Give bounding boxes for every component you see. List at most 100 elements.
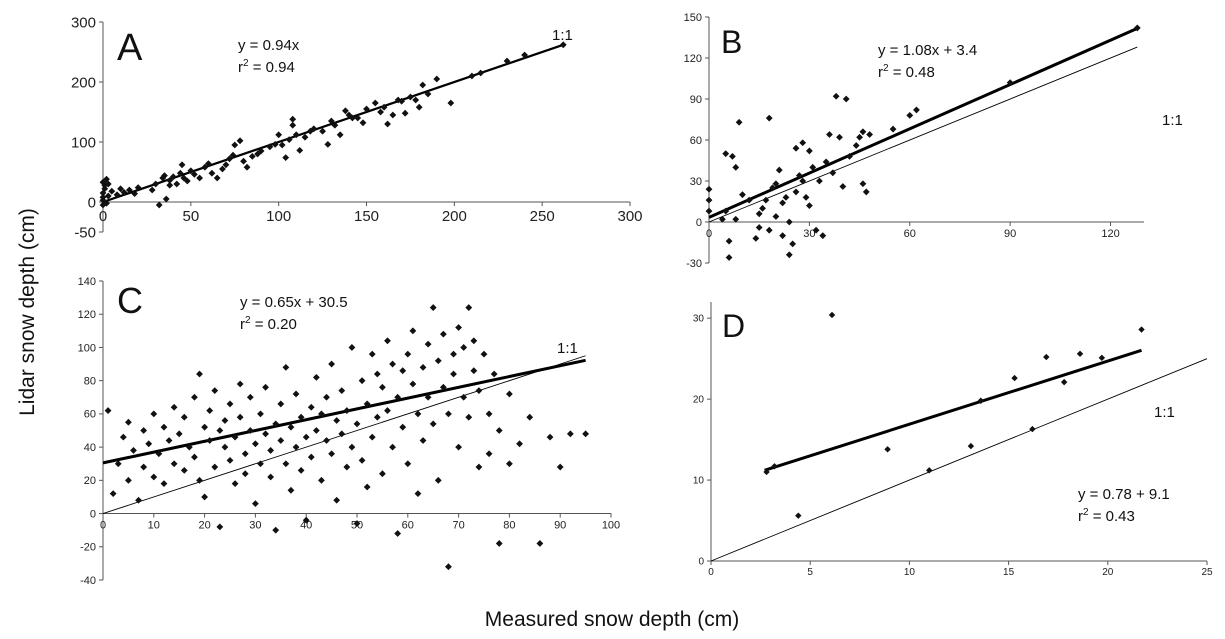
data-point [282, 154, 290, 161]
data-point [412, 96, 420, 104]
data-point [424, 90, 432, 98]
data-point [201, 423, 208, 431]
data-point [536, 540, 544, 547]
data-point [297, 413, 305, 421]
y-tick-label: 0 [88, 194, 96, 211]
data-point [196, 174, 204, 182]
data-point [465, 413, 473, 421]
data-point [785, 218, 793, 226]
x-tick-label: 20 [198, 520, 210, 532]
data-point [349, 114, 356, 122]
data-point [130, 447, 137, 454]
data-point [389, 443, 396, 451]
data-point [434, 476, 442, 484]
data-point [832, 92, 840, 100]
x-tick-label: 10 [148, 520, 160, 532]
data-point [187, 167, 195, 175]
data-point [208, 169, 216, 177]
data-point [380, 103, 388, 111]
data-point [389, 111, 397, 119]
data-point [859, 128, 867, 136]
y-tick-label: -50 [74, 224, 96, 241]
data-point [866, 131, 874, 138]
data-point [816, 177, 823, 185]
data-point [267, 473, 275, 481]
r-squared-value: = 0.94 [249, 59, 295, 76]
data-point [213, 174, 221, 182]
data-point [735, 118, 743, 126]
data-point [117, 185, 124, 193]
data-point [379, 470, 386, 478]
data-point [297, 466, 305, 474]
data-point [236, 137, 244, 145]
data-point [241, 470, 249, 478]
one-to-one-label: 1:1 [557, 340, 578, 357]
data-point [906, 112, 914, 119]
x-tick-label: 200 [442, 208, 467, 225]
data-point [342, 107, 349, 115]
data-point [546, 433, 554, 441]
data-point [433, 75, 441, 83]
data-point [771, 463, 778, 470]
data-point [165, 437, 173, 444]
data-point [718, 215, 726, 223]
data-point [252, 500, 259, 507]
data-point [839, 183, 847, 190]
regression-line [708, 27, 1138, 219]
data-point [185, 443, 193, 451]
data-point [178, 161, 186, 169]
data-point [429, 304, 437, 311]
data-point [506, 460, 513, 468]
data-point [191, 393, 198, 401]
one-to-one-label: 1:1 [1154, 404, 1175, 421]
r-squared: r2 = 0.48 [878, 63, 935, 81]
data-point [419, 437, 427, 444]
x-tick-label: 10 [904, 567, 916, 578]
data-point [275, 131, 283, 139]
data-point [173, 180, 181, 188]
data-point [222, 161, 230, 169]
data-point [394, 393, 402, 401]
data-point [404, 460, 412, 468]
y-tick-label: -30 [686, 258, 702, 270]
y-tick-label: 0 [696, 217, 702, 229]
data-point [460, 393, 468, 401]
data-point [99, 193, 107, 201]
data-point [705, 185, 713, 193]
data-point [566, 430, 574, 438]
data-point [338, 430, 346, 438]
data-point [166, 181, 174, 189]
data-point [302, 516, 310, 524]
data-point [884, 446, 891, 453]
regression-equation: y = 0.65x + 30.5 [240, 294, 348, 311]
data-point [131, 190, 139, 197]
data-point [103, 199, 110, 207]
data-point [282, 363, 290, 371]
x-tick-label: 40 [300, 520, 312, 532]
y-tick-label: 0 [698, 557, 704, 568]
data-point [221, 443, 229, 451]
data-point [805, 147, 813, 155]
data-point [384, 337, 391, 345]
data-point [368, 433, 376, 441]
data-point [292, 390, 300, 398]
x-tick-label: 15 [1003, 567, 1015, 578]
r-squared: r2 = 0.43 [1078, 507, 1135, 525]
data-point [526, 413, 534, 421]
data-point [775, 166, 783, 174]
data-point [348, 443, 356, 451]
data-point [292, 443, 300, 451]
data-point [470, 367, 478, 375]
data-point [762, 196, 770, 204]
data-point [779, 199, 787, 207]
data-point [805, 202, 813, 209]
x-tick-label: 0 [100, 520, 106, 532]
data-point [828, 311, 836, 319]
regression-equation: y = 0.78 + 9.1 [1078, 486, 1170, 503]
panel-b: -30 0 30 60 90 120 150 0 30 60 90 120 B y = 1.08x + 3… [684, 12, 1183, 270]
x-tick-label: 50 [182, 208, 199, 225]
data-point [104, 407, 112, 414]
data-point [145, 440, 153, 448]
x-tick-label: 0 [708, 567, 714, 578]
x-tick-label: 0 [706, 228, 712, 240]
